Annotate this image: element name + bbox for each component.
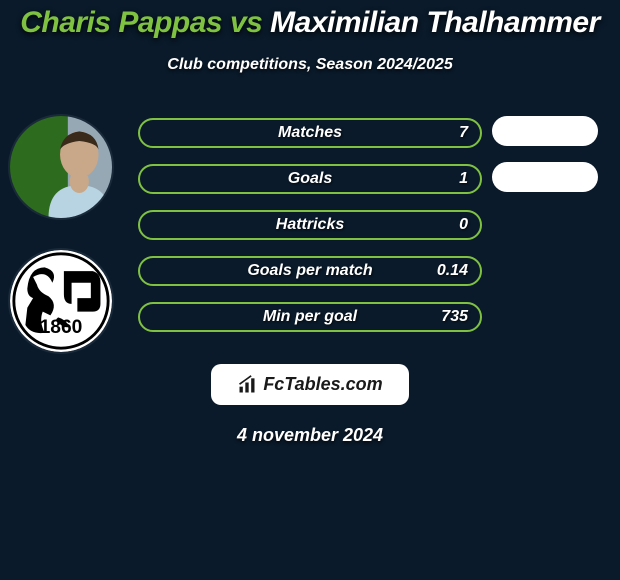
date-text: 4 november 2024 bbox=[0, 425, 620, 446]
metric-value: 0 bbox=[459, 216, 468, 234]
metric-bars: Matches 7 Goals 1 Hattricks 0 Goals per … bbox=[138, 118, 482, 348]
metric-value: 0.14 bbox=[437, 262, 468, 280]
vs-text: vs bbox=[222, 6, 270, 39]
branding-text: FcTables.com bbox=[263, 374, 382, 395]
metric-bar-goals: Goals 1 bbox=[138, 164, 482, 194]
metric-bar-goals-per-match: Goals per match 0.14 bbox=[138, 256, 482, 286]
subtitle: Club competitions, Season 2024/2025 bbox=[0, 56, 620, 74]
metric-value: 1 bbox=[459, 170, 468, 188]
badge-year-text: 1860 bbox=[40, 317, 83, 338]
player1-name: Charis Pappas bbox=[20, 6, 222, 39]
chart-icon bbox=[237, 375, 257, 395]
metric-value: 7 bbox=[459, 124, 468, 142]
branding-badge: FcTables.com bbox=[211, 364, 408, 405]
metric-bar-hattricks: Hattricks 0 bbox=[138, 210, 482, 240]
metric-label: Min per goal bbox=[263, 308, 357, 326]
player1-avatar bbox=[8, 114, 114, 220]
player2-club-badge: 1860 bbox=[8, 248, 114, 354]
metric-bar-matches: Matches 7 bbox=[138, 118, 482, 148]
player2-pill-goals bbox=[492, 162, 598, 192]
metric-label: Goals bbox=[288, 170, 332, 188]
player2-name: Maximilian Thalhammer bbox=[270, 6, 600, 39]
metric-label: Matches bbox=[278, 124, 342, 142]
metric-label: Hattricks bbox=[276, 216, 344, 234]
footer: FcTables.com 4 november 2024 bbox=[0, 364, 620, 446]
metric-value: 735 bbox=[441, 308, 468, 326]
player2-pills bbox=[490, 116, 610, 208]
player2-pill-matches bbox=[492, 116, 598, 146]
metric-label: Goals per match bbox=[247, 262, 372, 280]
comparison-title: Charis Pappas vs Maximilian Thalhammer bbox=[0, 0, 620, 40]
metric-bar-min-per-goal: Min per goal 735 bbox=[138, 302, 482, 332]
